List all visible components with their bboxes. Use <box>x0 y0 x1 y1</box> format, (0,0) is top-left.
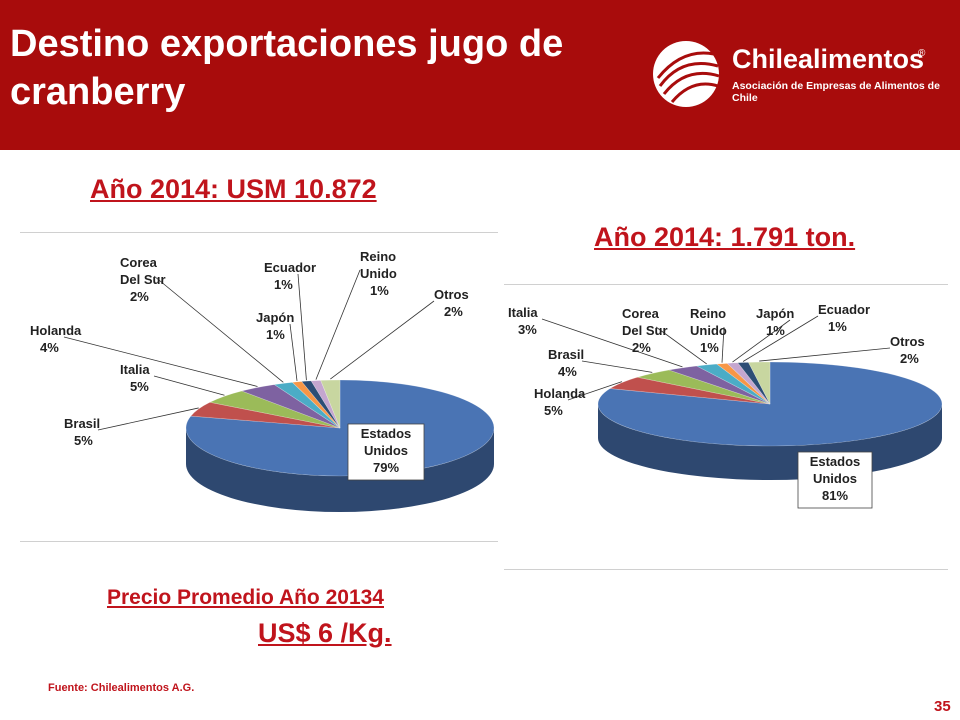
value-pie-chart: Estados Unidos 79% Brasil 5% Italia 5% Holanda 4… <box>20 232 498 542</box>
price-value: US$ 6 /Kg. <box>258 618 392 648</box>
leader-line-8 <box>315 269 361 380</box>
leader-line-3 <box>581 360 653 373</box>
logo-name: Chilealimentos <box>732 44 925 74</box>
leader-line-7 <box>297 273 307 381</box>
pie-slice-9 <box>320 379 341 429</box>
slide-title: Destino exportaciones jugo de cranberry <box>10 23 564 113</box>
pie-slice-4 <box>668 365 771 405</box>
leader-line-2 <box>97 407 199 431</box>
data-label-4: Holanda 4% <box>30 323 82 355</box>
data-label-4: Italia 3% <box>508 305 538 337</box>
pie-slice-2 <box>190 401 341 429</box>
data-label-2: Brasil 5% <box>64 416 100 448</box>
pie-slice-8 <box>737 362 771 405</box>
source-note: Fuente: Chilealimentos A.G. <box>48 682 195 694</box>
leader-line-5 <box>153 275 284 383</box>
page-number: 35 <box>934 698 951 715</box>
data-label-3: Italia 5% <box>120 362 150 394</box>
pie-side-1 <box>186 428 494 512</box>
data-label-9: Otros 2% <box>434 287 469 319</box>
pie-slice-7 <box>301 380 341 429</box>
pie-slice-8 <box>310 380 341 429</box>
volume-pie-chart: Estados Unidos 81% Holanda 5% Brasil 4% Italia 3… <box>504 284 948 570</box>
chilealimentos-logo-icon <box>653 41 720 107</box>
logo-registered: ® <box>918 48 926 59</box>
data-label-2: Holanda 5% <box>534 386 586 418</box>
pie-slice-9 <box>747 361 771 405</box>
slide-header <box>0 0 960 150</box>
pie-slice-2 <box>609 376 771 405</box>
leader-line-4 <box>63 336 258 387</box>
pie-slice-3 <box>637 369 771 405</box>
data-label-5: Corea Del Sur 2% <box>622 306 668 355</box>
data-label-box <box>347 423 425 481</box>
leader-line-9 <box>759 347 891 362</box>
data-label-7: Japón 1% <box>756 306 794 338</box>
data-label-1: Estados Unidos 79% <box>361 426 412 475</box>
price-label: Precio Promedio Año 20134 <box>107 586 384 609</box>
leader-line-6 <box>721 326 725 363</box>
data-label-8: Reino Unido 1% <box>360 249 397 298</box>
leader-line-2 <box>567 381 623 401</box>
pie-slice-5 <box>695 363 771 405</box>
leader-line-8 <box>742 315 819 362</box>
volume-heading: Año 2014: 1.791 ton. <box>594 222 856 252</box>
data-label-8: Ecuador 1% <box>818 302 870 334</box>
leader-line-3 <box>153 375 225 396</box>
logo-subtitle: Asociación de Empresas de Alimentos de C… <box>732 80 940 104</box>
data-label-3: Brasil 4% <box>548 347 584 379</box>
pie-slice-6 <box>291 381 341 429</box>
data-label-5: Corea Del Sur 2% <box>120 255 166 304</box>
data-label-1: Estados Unidos 81% <box>810 454 861 503</box>
pie-slice-3 <box>209 390 341 429</box>
pie-slice-6 <box>716 363 771 405</box>
data-label-box <box>797 451 873 509</box>
data-label-7: Ecuador 1% <box>264 260 316 292</box>
leader-line-9 <box>330 300 435 380</box>
pie-slice-1 <box>597 361 943 447</box>
data-label-9: Otros 2% <box>890 334 925 366</box>
data-label-6: Reino Unido 1% <box>690 306 727 355</box>
pie-slice-5 <box>273 382 341 429</box>
leader-line-7 <box>732 319 791 363</box>
leader-line-5 <box>655 326 707 365</box>
pie-slice-4 <box>240 384 341 429</box>
leader-line-4 <box>541 318 683 368</box>
data-label-6: Japón 1% <box>256 310 294 342</box>
leader-line-6 <box>289 323 298 381</box>
pie-slice-7 <box>726 362 771 405</box>
value-heading: Año 2014: USM 10.872 <box>90 174 377 204</box>
